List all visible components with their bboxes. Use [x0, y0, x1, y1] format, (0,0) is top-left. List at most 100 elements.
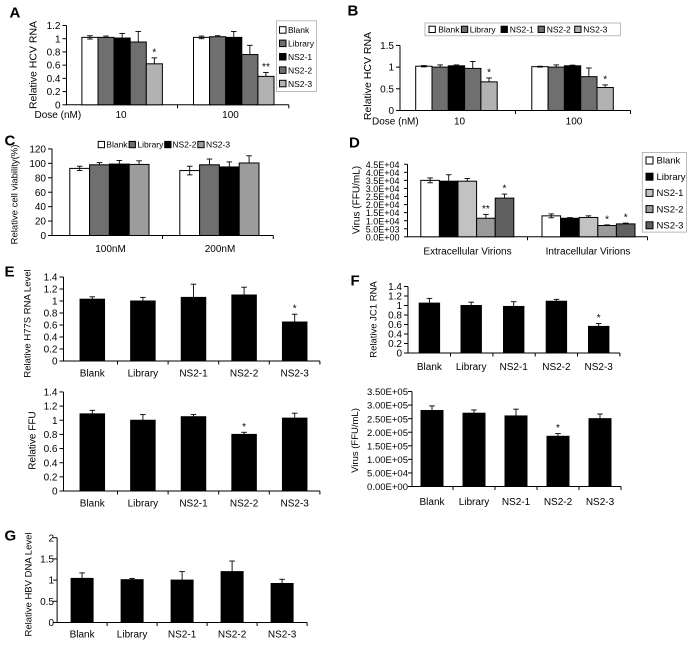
svg-text:2.50E+05: 2.50E+05: [367, 414, 408, 425]
svg-text:2.5E+04: 2.5E+04: [366, 192, 400, 202]
svg-text:10: 10: [454, 117, 466, 128]
svg-text:1: 1: [55, 34, 61, 45]
svg-text:1.50E+05: 1.50E+05: [367, 441, 408, 452]
svg-text:Blank: Blank: [288, 25, 310, 35]
svg-text:5.0E+03: 5.0E+03: [366, 224, 400, 234]
svg-text:2.0E+04: 2.0E+04: [366, 200, 400, 210]
svg-text:*: *: [293, 304, 297, 315]
svg-text:*: *: [624, 213, 628, 224]
svg-text:D: D: [349, 135, 360, 152]
svg-text:NS2-3: NS2-3: [585, 362, 614, 373]
svg-text:NS2-3: NS2-3: [281, 499, 310, 510]
svg-text:NS2-3: NS2-3: [657, 221, 684, 232]
svg-text:*: *: [603, 74, 607, 85]
svg-text:*: *: [597, 313, 601, 324]
svg-text:NS2-1: NS2-1: [657, 188, 684, 199]
svg-text:0: 0: [396, 349, 402, 360]
svg-text:0.5: 0.5: [40, 597, 54, 608]
svg-text:NS2-2: NS2-2: [544, 497, 573, 508]
svg-text:Library: Library: [470, 25, 497, 35]
svg-text:0.4: 0.4: [44, 458, 58, 469]
svg-text:0.4: 0.4: [47, 74, 61, 85]
svg-text:*: *: [152, 47, 156, 58]
svg-text:1: 1: [52, 416, 58, 427]
svg-text:*: *: [503, 184, 507, 195]
svg-text:NS2-1: NS2-1: [510, 25, 534, 35]
svg-text:Blank: Blank: [438, 25, 460, 35]
svg-text:Virus (FFU/mL): Virus (FFU/mL): [350, 408, 361, 473]
svg-text:2.00E+05: 2.00E+05: [367, 428, 408, 439]
svg-text:0.8: 0.8: [44, 430, 58, 441]
svg-text:*: *: [487, 67, 491, 78]
svg-text:NS2-2: NS2-2: [230, 369, 259, 380]
svg-text:Library: Library: [459, 497, 490, 508]
svg-text:10: 10: [115, 110, 127, 121]
svg-text:1: 1: [396, 301, 402, 312]
svg-text:1.2: 1.2: [388, 292, 402, 303]
svg-text:Library: Library: [137, 140, 164, 150]
svg-text:0: 0: [52, 487, 58, 498]
svg-text:1.2: 1.2: [44, 402, 58, 413]
svg-text:NS2-3: NS2-3: [268, 630, 297, 641]
svg-text:3.0E+04: 3.0E+04: [366, 184, 400, 194]
svg-text:NS2-1: NS2-1: [179, 369, 208, 380]
svg-text:1.2: 1.2: [47, 21, 61, 32]
svg-text:2: 2: [48, 533, 54, 544]
svg-text:Dose (nM): Dose (nM): [35, 110, 82, 121]
svg-text:4.0E+04: 4.0E+04: [366, 168, 400, 178]
svg-text:80: 80: [35, 173, 47, 184]
svg-text:**: **: [482, 204, 490, 215]
svg-text:0: 0: [52, 357, 58, 368]
svg-text:0.4: 0.4: [44, 333, 58, 344]
svg-text:0.8: 0.8: [44, 309, 58, 320]
svg-text:C: C: [5, 133, 16, 150]
svg-text:Relative cell viability(%): Relative cell viability(%): [10, 145, 21, 245]
svg-text:Library: Library: [456, 362, 487, 373]
svg-text:0.4: 0.4: [388, 330, 402, 341]
svg-text:40: 40: [35, 202, 47, 213]
svg-text:NS2-1: NS2-1: [179, 499, 208, 510]
svg-text:NS2-2: NS2-2: [542, 362, 571, 373]
svg-text:NS2-2: NS2-2: [172, 140, 196, 150]
svg-text:Relative HCV RNA: Relative HCV RNA: [28, 21, 40, 109]
svg-text:100: 100: [29, 159, 46, 170]
svg-text:NS2-3: NS2-3: [281, 369, 310, 380]
svg-text:NS2-2: NS2-2: [547, 25, 571, 35]
svg-text:1.0E+04: 1.0E+04: [366, 216, 400, 226]
svg-text:1.4: 1.4: [44, 273, 58, 284]
svg-text:0.8: 0.8: [388, 311, 402, 322]
svg-text:A: A: [10, 5, 21, 22]
svg-text:0.5: 0.5: [380, 84, 394, 95]
svg-text:1.4: 1.4: [44, 388, 58, 399]
svg-text:NS2-3: NS2-3: [583, 25, 607, 35]
svg-text:0.00E+00: 0.00E+00: [367, 482, 408, 493]
svg-text:1: 1: [52, 297, 58, 308]
svg-text:1.5: 1.5: [380, 41, 394, 52]
svg-text:1: 1: [48, 576, 54, 587]
svg-text:1.00E+05: 1.00E+05: [367, 455, 408, 466]
svg-text:NS2-2: NS2-2: [230, 499, 259, 510]
svg-text:4.5E+04: 4.5E+04: [366, 160, 400, 170]
svg-text:NS2-2: NS2-2: [288, 65, 312, 75]
svg-text:G: G: [5, 528, 17, 545]
svg-text:0.0E+00: 0.0E+00: [366, 232, 400, 242]
svg-text:Library: Library: [288, 39, 315, 49]
svg-text:Virus (FFU/mL): Virus (FFU/mL): [352, 166, 363, 234]
svg-text:NS2-1: NS2-1: [288, 52, 312, 62]
svg-text:Dose (nM): Dose (nM): [372, 117, 419, 128]
svg-text:NS2-2: NS2-2: [657, 204, 684, 215]
svg-text:0.2: 0.2: [44, 472, 58, 483]
svg-text:0.2: 0.2: [44, 345, 58, 356]
svg-text:0.8: 0.8: [47, 48, 61, 59]
svg-text:Blank: Blank: [106, 140, 128, 150]
svg-text:0.6: 0.6: [388, 320, 402, 331]
svg-text:20: 20: [35, 217, 47, 228]
svg-text:F: F: [351, 273, 360, 290]
svg-text:0.2: 0.2: [47, 87, 61, 98]
svg-text:NS2-1: NS2-1: [168, 630, 197, 641]
svg-text:3.5E+04: 3.5E+04: [366, 176, 400, 186]
svg-text:5.00E+04: 5.00E+04: [367, 469, 408, 480]
svg-text:1: 1: [388, 63, 394, 74]
svg-text:100: 100: [566, 117, 583, 128]
svg-text:0: 0: [48, 618, 54, 629]
